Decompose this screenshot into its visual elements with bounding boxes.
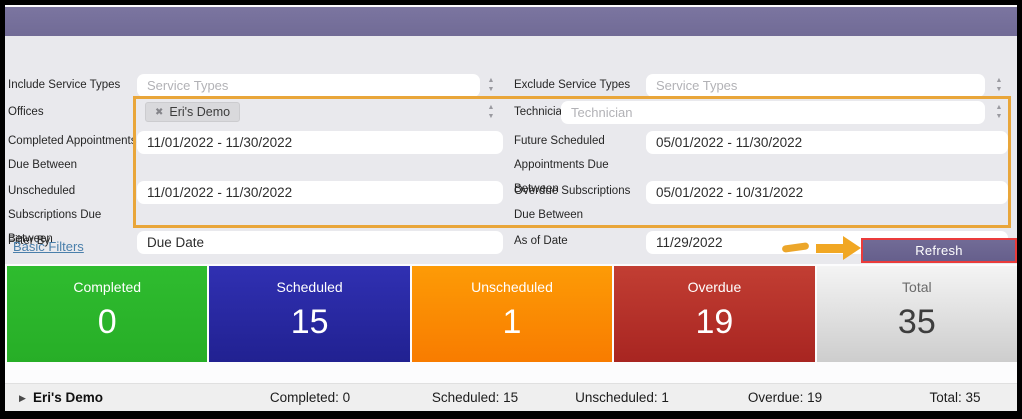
summary-stat-total: Total: 35	[929, 390, 981, 405]
spinner-up-icon[interactable]: ▲	[487, 77, 495, 84]
status-card-value: 35	[897, 303, 936, 341]
offices-label: Offices	[8, 106, 44, 118]
unscheduled-subscriptions-due-between-label: Unscheduled Subscriptions Due Between	[8, 185, 102, 245]
as-of-date-label: As of Date	[514, 235, 568, 247]
technician-stepper[interactable]: ▲ ▼	[991, 103, 1007, 121]
future-scheduled-appointments-due-between-label: Future Scheduled Appointments Due Betwee…	[514, 135, 609, 195]
technician-input[interactable]	[561, 101, 985, 124]
spinner-down-icon[interactable]: ▼	[995, 86, 1003, 93]
office-summary-row[interactable]: ▶ Eri's Demo Completed: 0 Scheduled: 15 …	[5, 383, 1017, 411]
status-card: Scheduled 15	[209, 266, 410, 362]
exclude-service-types-label: Exclude Service Types	[514, 79, 631, 91]
status-card-label: Completed	[73, 279, 142, 295]
status-card-label: Scheduled	[276, 279, 343, 295]
office-tag-label: Eri's Demo	[169, 105, 231, 119]
spinner-down-icon[interactable]: ▼	[995, 113, 1003, 120]
spinner-down-icon[interactable]: ▼	[487, 86, 495, 93]
future-scheduled-appointments-due-between-input[interactable]	[646, 131, 1008, 154]
unscheduled-subscriptions-due-between-input[interactable]	[137, 181, 503, 204]
exclude-service-types-input[interactable]	[646, 74, 985, 97]
status-card-value: 19	[695, 303, 734, 341]
expand-row-icon[interactable]: ▶	[19, 393, 26, 403]
annotation-arrow	[816, 244, 844, 253]
include-service-types-stepper[interactable]: ▲ ▼	[483, 76, 499, 94]
office-tag[interactable]: ✖ Eri's Demo	[145, 102, 241, 122]
technician-label: Technician	[514, 106, 569, 118]
status-card-label: Unscheduled	[471, 279, 553, 295]
filter-by-input[interactable]	[137, 231, 503, 254]
status-card: Overdue 19	[614, 266, 815, 362]
annotation-arrow-head-icon	[843, 236, 861, 260]
spinner-down-icon[interactable]: ▼	[487, 113, 495, 120]
include-service-types-label: Include Service Types	[8, 79, 121, 91]
status-card-label: Overdue	[687, 279, 742, 295]
summary-stat-completed: Completed: 0	[269, 390, 351, 405]
status-card: Completed 0	[7, 266, 208, 362]
status-card-label: Total	[902, 279, 932, 295]
spinner-up-icon[interactable]: ▲	[995, 104, 1003, 111]
exclude-service-types-stepper[interactable]: ▲ ▼	[991, 76, 1007, 94]
overdue-subscriptions-due-between-input[interactable]	[646, 181, 1008, 204]
office-name: Eri's Demo	[33, 390, 103, 405]
overdue-subscriptions-due-between-label: Overdue Subscriptions Due Between	[514, 185, 631, 221]
basic-filters-link[interactable]: Basic Filters	[13, 239, 84, 254]
include-service-types-input[interactable]	[137, 74, 480, 97]
status-card: Total 35	[816, 266, 1017, 362]
app-header-bar	[5, 7, 1017, 36]
summary-stat-unscheduled: Unscheduled: 1	[575, 390, 669, 405]
status-card-value: 15	[290, 303, 329, 341]
refresh-button[interactable]: Refresh	[861, 238, 1017, 263]
spinner-up-icon[interactable]: ▲	[487, 104, 495, 111]
completed-appointments-due-between-label: Completed Appointments Due Between	[8, 135, 137, 171]
status-card-value: 1	[502, 303, 522, 341]
spinner-up-icon[interactable]: ▲	[995, 77, 1003, 84]
app-window: Include Service Types ▲ ▼ Exclude Servic…	[5, 5, 1017, 411]
summary-stat-scheduled: Scheduled: 15	[431, 390, 519, 405]
offices-stepper[interactable]: ▲ ▼	[483, 103, 499, 121]
status-card: Unscheduled 1	[411, 266, 613, 362]
filter-panel: Include Service Types ▲ ▼ Exclude Servic…	[5, 36, 1017, 264]
status-cards: Completed 0 Scheduled 15 Unscheduled 1 O…	[7, 266, 1017, 362]
completed-appointments-due-between-input[interactable]	[137, 131, 503, 154]
remove-tag-icon[interactable]: ✖	[155, 106, 164, 118]
status-card-value: 0	[97, 303, 117, 341]
summary-stat-overdue: Overdue: 19	[747, 390, 823, 405]
filter-by-label: Filter By	[8, 235, 51, 247]
